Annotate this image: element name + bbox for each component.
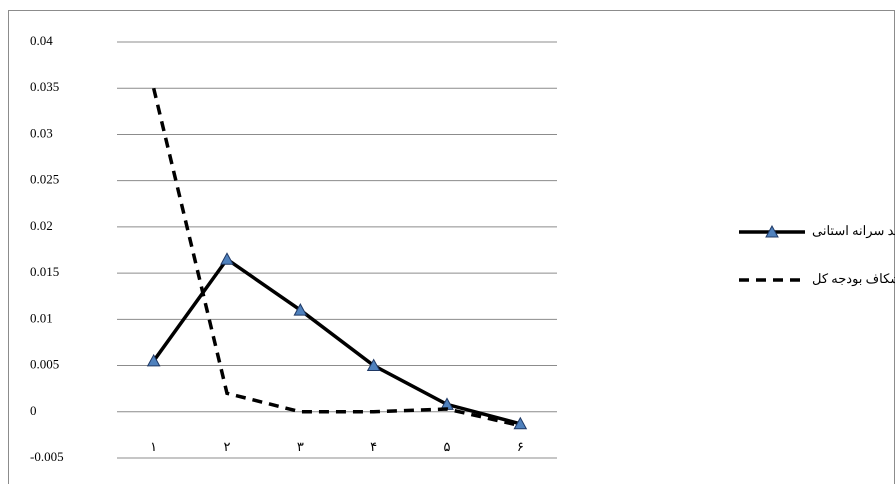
x-tick-label: ۵ bbox=[444, 439, 451, 454]
marker bbox=[293, 303, 308, 316]
chart-border bbox=[8, 10, 895, 484]
y-tick-label: 0.03 bbox=[30, 125, 53, 140]
x-tick-label: ۱ bbox=[150, 439, 157, 454]
y-tick-label: 0.025 bbox=[30, 172, 59, 187]
y-tick-label: 0.04 bbox=[30, 33, 53, 48]
marker bbox=[220, 252, 234, 265]
marker bbox=[513, 416, 528, 430]
x-tick-label: ۴ bbox=[370, 439, 377, 454]
series-line bbox=[152, 256, 521, 426]
y-tick-label: 0.035 bbox=[30, 79, 59, 94]
legend-label: شکاف درآمد سرانه استانی bbox=[812, 222, 895, 239]
x-tick-label: ۳ bbox=[297, 439, 304, 454]
marker bbox=[366, 358, 381, 372]
y-tick-label: 0 bbox=[30, 403, 37, 418]
legend-marker bbox=[765, 224, 779, 238]
y-tick-label: 0.01 bbox=[30, 310, 53, 325]
y-tick-label: -0.005 bbox=[30, 449, 64, 464]
x-tick-label: ۶ bbox=[517, 439, 524, 454]
y-tick-label: 0.005 bbox=[30, 357, 59, 372]
legend-label: شکاف بودجه کل bbox=[812, 271, 895, 287]
marker bbox=[146, 353, 161, 367]
y-tick-label: 0.015 bbox=[30, 264, 59, 279]
series-line bbox=[151, 87, 521, 428]
x-tick-label: ۲ bbox=[224, 439, 231, 454]
y-tick-label: 0.02 bbox=[30, 218, 53, 233]
